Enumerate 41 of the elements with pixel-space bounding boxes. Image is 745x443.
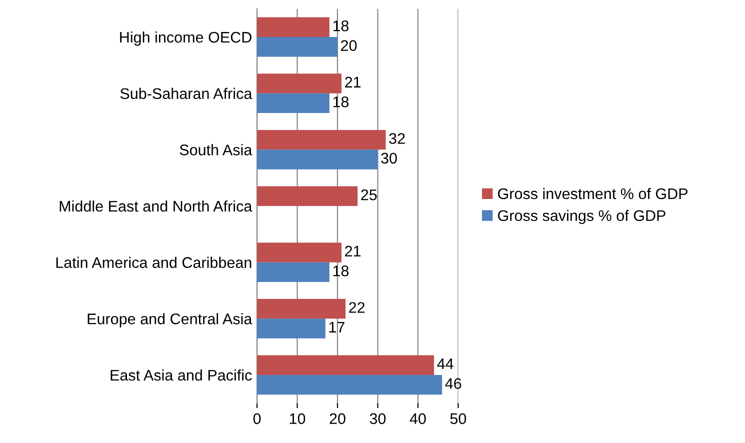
data-label: 18 xyxy=(333,20,349,32)
x-tick-label: 40 xyxy=(410,413,426,424)
data-label: 22 xyxy=(349,302,365,313)
bar xyxy=(257,93,330,114)
bar xyxy=(257,374,442,395)
y-tick-label: Sub-Saharan Africa xyxy=(120,88,252,100)
bar xyxy=(257,17,330,38)
data-label: 21 xyxy=(345,246,361,256)
data-label: 30 xyxy=(381,152,397,164)
x-tick-label: 0 xyxy=(253,413,261,424)
data-label: 17 xyxy=(329,322,344,332)
bar xyxy=(257,262,330,282)
data-label: 20 xyxy=(341,40,357,51)
x-tick-label: 50 xyxy=(450,413,466,424)
x-tick-label: 30 xyxy=(370,413,386,424)
x-tick-label: 20 xyxy=(330,413,346,424)
y-tick-label: Middle East and North Africa xyxy=(60,200,252,212)
y-tick-label: Latin America and Caribbean xyxy=(56,256,252,268)
data-label: 25 xyxy=(361,189,377,200)
bar xyxy=(257,318,326,338)
bar xyxy=(257,37,338,57)
data-label: 21 xyxy=(345,76,361,88)
bar xyxy=(257,298,346,319)
data-label: 18 xyxy=(333,96,349,108)
data-label: 46 xyxy=(445,378,462,389)
y-tick-label: South Asia xyxy=(180,144,252,156)
bar xyxy=(257,242,342,262)
data-label: 44 xyxy=(437,358,454,370)
legend-label: Gross savings % of GDP xyxy=(498,210,666,224)
bar xyxy=(257,186,358,206)
data-label: 18 xyxy=(333,265,349,276)
y-tick-label: East Asia and Pacific xyxy=(110,369,252,381)
data-label: 32 xyxy=(389,133,405,144)
legend-label: Gross investment % of GDP xyxy=(498,188,688,200)
bar xyxy=(257,355,434,375)
bar xyxy=(257,130,386,150)
bar xyxy=(257,150,378,170)
bar xyxy=(257,74,342,94)
x-tick-label: 10 xyxy=(290,413,306,424)
y-tick-label: High income OECD xyxy=(120,31,252,46)
y-tick-label: Europe and Central Asia xyxy=(88,313,252,328)
